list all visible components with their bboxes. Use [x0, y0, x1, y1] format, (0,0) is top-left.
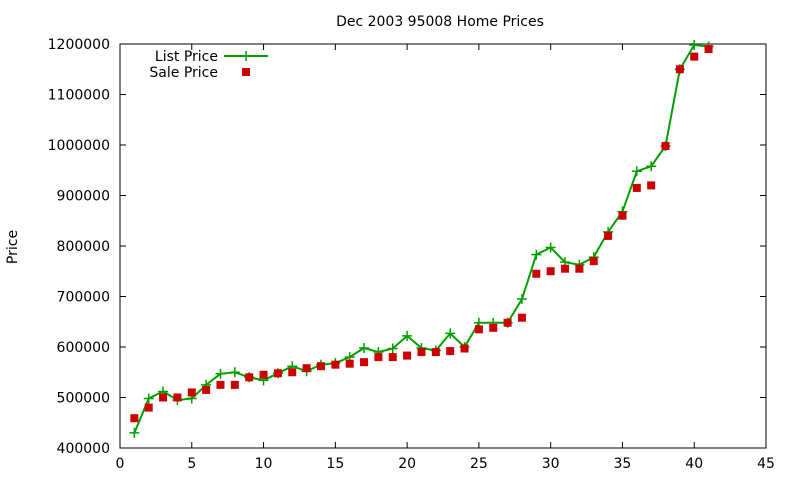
sale-price-point — [273, 369, 282, 378]
sale-price-point — [474, 325, 483, 334]
sale-price-point — [632, 183, 641, 192]
y-tick-label: 900000 — [57, 189, 110, 205]
sale-price-point — [503, 318, 512, 327]
sale-price-point — [259, 370, 268, 379]
axes: 0 5 10 15 20 25 30 35 40 45 400000 500000 600000 7000… — [48, 37, 775, 472]
y-tick-label: 600000 — [57, 340, 110, 356]
sale-price-point — [216, 380, 225, 389]
list-price-point — [631, 166, 642, 177]
sale-price-point — [589, 257, 598, 266]
legend-label-sale-price: Sale Price — [149, 65, 218, 81]
sale-price-point — [331, 360, 340, 369]
list-price-point — [646, 161, 657, 172]
list-price-point — [689, 40, 700, 51]
sale-price-point — [159, 393, 168, 402]
y-tick-label: 500000 — [57, 391, 110, 407]
x-tick-label: 15 — [326, 456, 344, 472]
y-tick-label: 700000 — [57, 290, 110, 306]
series-layer — [129, 40, 714, 438]
sale-price-point — [187, 388, 196, 397]
y-axis-label: Price — [5, 230, 21, 264]
y-tick-label: 1000000 — [48, 138, 110, 154]
list-price-point — [129, 427, 140, 438]
y-tick-label: 1200000 — [48, 37, 110, 53]
sale-price-point — [675, 65, 684, 74]
sale-price-point — [245, 373, 254, 382]
legend-marker-list-price — [241, 51, 251, 61]
sale-price-point — [144, 403, 153, 412]
sale-price-point — [489, 323, 498, 332]
list-price-point — [387, 343, 398, 354]
sale-price-point — [403, 351, 412, 360]
list-price-point — [359, 343, 370, 354]
sale-price-point — [302, 364, 311, 373]
legend-label-list-price: List Price — [155, 49, 218, 65]
list-price-point — [143, 393, 154, 404]
sale-price-point — [661, 142, 670, 151]
sale-price-point — [647, 181, 656, 190]
sale-price-point — [690, 52, 699, 61]
x-tick-label: 5 — [187, 456, 196, 472]
sale-price-point — [460, 344, 469, 353]
x-tick-label: 10 — [255, 456, 273, 472]
sale-price-point — [388, 353, 397, 362]
sale-price-point — [446, 347, 455, 356]
sale-price-point — [202, 385, 211, 394]
list-price-point — [516, 294, 527, 305]
sale-price-point — [517, 313, 526, 322]
x-tick-label: 45 — [757, 456, 775, 472]
sale-price-point — [288, 368, 297, 377]
legend-marker-sale-price — [242, 68, 250, 76]
x-tick-label: 40 — [685, 456, 703, 472]
x-tick-label: 0 — [116, 456, 125, 472]
sale-price-point — [575, 264, 584, 273]
y-tick-label: 400000 — [57, 441, 110, 457]
x-tick-label: 25 — [470, 456, 488, 472]
x-tick-label: 30 — [542, 456, 560, 472]
sale-price-point — [316, 362, 325, 371]
sale-price-point — [532, 269, 541, 278]
sale-price-point — [173, 393, 182, 402]
sale-price-point — [417, 348, 426, 357]
list-price-point — [215, 368, 226, 379]
sale-price-point — [431, 348, 440, 357]
x-tick-label: 35 — [614, 456, 632, 472]
sale-price-point — [130, 414, 139, 423]
sale-price-point — [345, 359, 354, 368]
sale-price-point — [618, 211, 627, 220]
y-tick-label: 1100000 — [48, 88, 110, 104]
sale-price-point — [230, 380, 239, 389]
list-price-point — [531, 249, 542, 260]
sale-price-point — [561, 264, 570, 273]
list-price-point — [402, 330, 413, 341]
list-price-point — [229, 367, 240, 378]
list-price-point — [445, 328, 456, 339]
x-tick-label: 20 — [398, 456, 416, 472]
sale-price-point — [360, 358, 369, 367]
chart-title: Dec 2003 95008 Home Prices — [336, 14, 544, 30]
list-price-point — [545, 242, 556, 253]
sale-price-point — [604, 231, 613, 240]
sale-price-point — [546, 267, 555, 276]
sale-price-point — [374, 353, 383, 362]
y-tick-label: 800000 — [57, 239, 110, 255]
sale-price-point — [704, 45, 713, 54]
